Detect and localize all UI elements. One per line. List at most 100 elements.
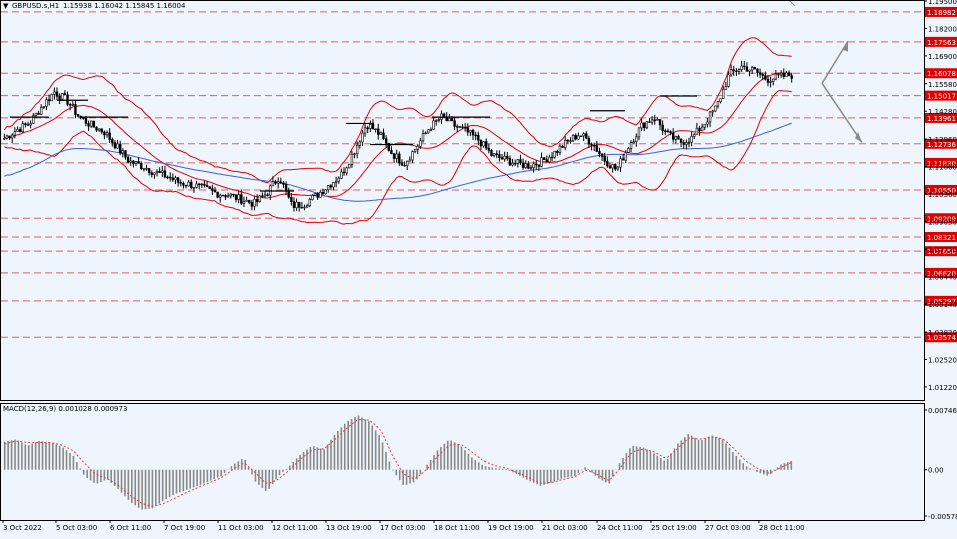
candle-body [29, 123, 32, 126]
candle-body [708, 111, 712, 123]
x-tick-label: 18 Oct 11:00 [434, 524, 480, 532]
candle-body [187, 181, 190, 187]
candle-body [419, 140, 422, 147]
candle-body [195, 183, 198, 188]
candle-body [537, 164, 541, 167]
level-price-label: 1.05297 [927, 298, 956, 306]
x-tick-label: 11 Oct 03:00 [218, 524, 264, 532]
candle-body [653, 119, 656, 121]
candle-body [182, 183, 185, 186]
candle-body [355, 144, 359, 155]
candle-body [595, 145, 599, 152]
candle-body [650, 119, 654, 123]
candle-body [74, 104, 77, 115]
candle-body [737, 69, 741, 72]
macd-axis: 0.007463 0.00 -0.005783 [924, 407, 957, 521]
candle-body [342, 171, 346, 174]
arrow-up-head [842, 41, 848, 52]
level-price-box [925, 332, 957, 343]
candle-body [84, 118, 88, 124]
candle-body [403, 164, 406, 167]
candle-body [129, 160, 132, 163]
candle-body [142, 168, 146, 170]
arrow-down-head [855, 131, 862, 143]
candle-body [332, 182, 335, 188]
candle-body [11, 134, 14, 139]
candle-body [395, 153, 398, 159]
candle-body [606, 160, 609, 167]
candle-body [298, 201, 301, 208]
candle-body [569, 140, 572, 142]
candle-body [608, 165, 612, 169]
candle-body [614, 164, 617, 170]
candle-body [68, 104, 72, 106]
candle-body [750, 66, 754, 71]
candle-body [292, 201, 296, 208]
candle-body [95, 126, 98, 131]
candle-body [274, 181, 277, 184]
candle-body [379, 132, 383, 135]
candle-body [748, 69, 751, 72]
candle-body [311, 195, 314, 200]
candle-body [429, 129, 433, 131]
candle-body [463, 127, 467, 129]
candle-body [645, 121, 649, 129]
candle-body [39, 107, 43, 115]
candle-body [574, 135, 577, 140]
candle-body [685, 142, 688, 145]
level-price-label: 1.12736 [927, 141, 956, 149]
candle-body [753, 66, 757, 70]
candle-body [603, 156, 606, 162]
candle-body [719, 98, 722, 102]
candle-body [16, 129, 19, 132]
candle-body [421, 133, 425, 142]
candle-body [224, 195, 227, 198]
candle-body [76, 114, 80, 117]
candle-body [477, 134, 480, 141]
candle-body [706, 121, 709, 125]
title-marker: ▼ [3, 2, 9, 10]
candle-body [724, 86, 728, 90]
level-price-box [925, 138, 957, 149]
candle-body [774, 73, 778, 80]
candle-body [321, 191, 325, 195]
candle-body [635, 136, 638, 143]
candle-body [695, 127, 699, 135]
candle-body [137, 161, 140, 164]
candle-body [237, 194, 240, 200]
candle-body [619, 158, 622, 168]
macd-tick-label: -0.005783 [928, 513, 957, 521]
candle-body [648, 121, 651, 123]
candle-body [287, 190, 290, 198]
level-price-label: 1.18982 [927, 9, 956, 17]
candle-body [511, 162, 514, 166]
candle-body [348, 164, 351, 169]
x-tick-label: 25 Oct 19:00 [651, 524, 697, 532]
x-tick-label: 27 Oct 03:00 [705, 524, 751, 532]
candle-body [211, 188, 214, 191]
candle-body [171, 177, 175, 181]
candle-body [176, 177, 180, 183]
candle-body [121, 150, 125, 154]
candle-body [466, 127, 469, 133]
candle-body [453, 120, 456, 127]
macd-signal-line [4, 418, 792, 507]
candle-body [340, 171, 343, 179]
candle-body [524, 163, 527, 168]
candle-body [703, 123, 706, 128]
price-candles [3, 60, 793, 212]
candle-body [732, 69, 735, 72]
candle-body [556, 150, 559, 153]
candle-body [611, 164, 614, 169]
candle-body [516, 159, 520, 164]
y-tick-label: 1.16900 [928, 53, 957, 61]
candle-body [313, 193, 317, 196]
candle-body [585, 133, 588, 139]
top-marker [789, 0, 796, 7]
ohlc-readout: 1.15938 1.16042 1.15845 1.16004 [63, 2, 186, 10]
candle-body [92, 120, 96, 128]
candle-body [369, 124, 372, 129]
candle-body [790, 75, 793, 79]
candle-body [616, 166, 620, 170]
